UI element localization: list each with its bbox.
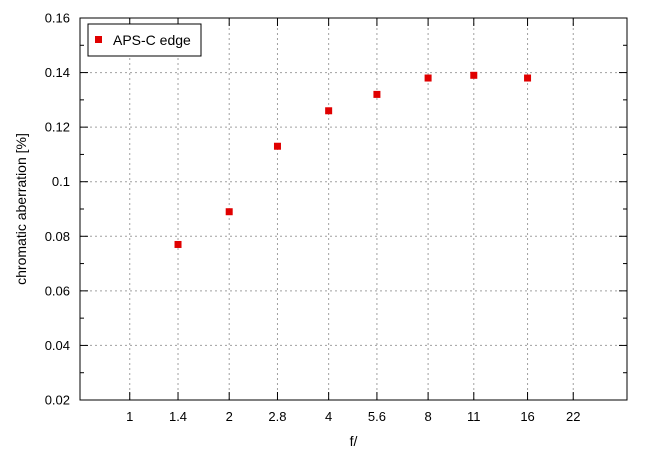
x-tick-label: 2.8 — [268, 409, 286, 424]
y-axis-title: chromatic aberration [%] — [13, 133, 29, 285]
x-tick-label: 1.4 — [169, 409, 187, 424]
x-tick-label: 1 — [126, 409, 133, 424]
legend: APS-C edge — [87, 23, 202, 57]
y-tick-label: 0.14 — [45, 65, 70, 80]
grid — [80, 18, 627, 400]
y-tick-label: 0.16 — [45, 11, 70, 26]
legend-label: APS-C edge — [113, 32, 191, 48]
data-point — [325, 107, 333, 115]
data-point — [174, 240, 182, 248]
x-tick-label: 5.6 — [368, 409, 386, 424]
data-point — [225, 208, 233, 216]
data-point — [470, 71, 478, 79]
x-tick-label: 8 — [424, 409, 431, 424]
data-points — [174, 71, 532, 248]
x-tick-label: 11 — [467, 409, 481, 424]
data-point — [373, 90, 381, 98]
y-tick-label: 0.04 — [45, 338, 70, 353]
axes: 0.02 0.04 0.06 0.08 0.1 0.12 0.14 0.16 1 1.4 2 2.8 4… — [45, 11, 628, 424]
plot-frame — [79, 17, 628, 401]
data-point — [273, 142, 281, 150]
y-tick-label: 0.06 — [45, 283, 70, 298]
y-tick-label: 0.12 — [45, 120, 70, 135]
data-point — [524, 74, 532, 82]
y-tick-label: 0.08 — [45, 229, 70, 244]
legend-marker — [95, 36, 102, 43]
x-tick-label: 2 — [226, 409, 233, 424]
x-tick-label: 4 — [325, 409, 332, 424]
x-tick-label: 16 — [520, 409, 534, 424]
y-tick-label: 0.1 — [52, 174, 70, 189]
x-tick-label: 22 — [566, 409, 580, 424]
legend-box — [87, 23, 202, 57]
x-axis-title: f/ — [350, 433, 358, 449]
y-tick-label: 0.02 — [45, 393, 70, 408]
data-point — [424, 74, 432, 82]
